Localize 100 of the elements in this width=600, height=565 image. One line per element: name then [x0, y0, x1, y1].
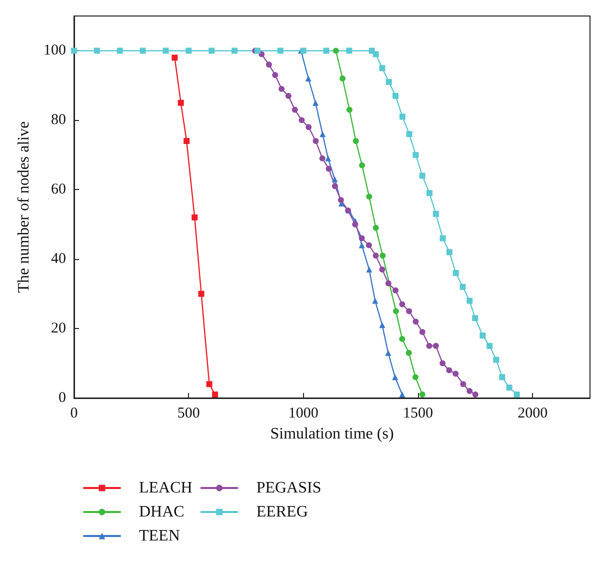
- point: [358, 235, 365, 242]
- point: [460, 284, 466, 290]
- point: [514, 392, 520, 398]
- point: [352, 221, 358, 228]
- y-tick-label: 80: [51, 112, 66, 128]
- point: [319, 155, 326, 162]
- point: [198, 290, 204, 297]
- point: [352, 138, 359, 144]
- point: [140, 48, 146, 54]
- x-tick-label: 1000: [288, 406, 318, 422]
- point: [460, 381, 466, 388]
- point: [272, 72, 278, 78]
- point: [392, 308, 399, 314]
- point: [340, 76, 346, 82]
- point: [440, 360, 446, 366]
- point: [305, 76, 312, 82]
- point: [358, 242, 365, 248]
- point: [372, 224, 379, 231]
- point: [480, 332, 486, 338]
- point: [346, 106, 352, 113]
- y-tick-label: 100: [44, 42, 66, 59]
- point: [385, 280, 392, 286]
- point: [71, 48, 77, 54]
- point: [406, 350, 412, 356]
- point: [162, 48, 169, 54]
- point: [399, 301, 406, 308]
- y-axis-title: The number of nodes alive: [16, 121, 32, 293]
- point: [392, 92, 399, 99]
- point: [312, 100, 318, 106]
- point: [506, 384, 512, 391]
- point: [266, 62, 272, 68]
- point: [278, 86, 285, 92]
- point: [116, 48, 123, 54]
- point: [426, 190, 432, 196]
- point: [380, 252, 386, 259]
- point: [452, 370, 459, 377]
- y-tick-label: 40: [51, 251, 66, 268]
- point: [419, 329, 426, 336]
- point: [493, 356, 500, 363]
- legend-label: LEACH: [139, 480, 193, 496]
- point: [366, 266, 372, 273]
- point: [338, 197, 344, 204]
- point: [406, 308, 412, 314]
- point: [372, 252, 379, 259]
- legend-label: DHAC: [139, 504, 184, 520]
- point: [466, 298, 473, 304]
- legend-label: EEREG: [256, 504, 308, 520]
- point: [466, 388, 473, 394]
- point: [366, 242, 372, 248]
- point: [206, 381, 212, 388]
- point: [94, 48, 100, 54]
- point: [172, 54, 178, 61]
- point: [472, 315, 478, 322]
- point: [392, 287, 399, 294]
- point: [379, 322, 386, 328]
- point: [346, 48, 352, 54]
- point: [412, 318, 419, 325]
- point: [326, 166, 332, 172]
- x-tick-label: 2000: [518, 406, 548, 422]
- point: [432, 342, 439, 349]
- x-tick-label: 1500: [403, 406, 433, 422]
- point: [392, 374, 398, 380]
- point: [412, 152, 419, 158]
- point: [399, 336, 406, 342]
- point: [386, 78, 392, 85]
- point: [212, 392, 218, 398]
- y-tick-label: 20: [51, 320, 66, 337]
- y-tick-label: 60: [51, 182, 66, 198]
- point: [184, 138, 190, 144]
- point: [192, 214, 198, 220]
- point: [298, 117, 305, 124]
- x-tick-label: 500: [177, 406, 200, 422]
- point: [325, 155, 332, 162]
- point: [426, 342, 432, 349]
- point: [446, 367, 452, 374]
- point: [323, 48, 330, 54]
- y-tick-label: 0: [58, 390, 66, 406]
- point: [399, 392, 406, 398]
- x-tick-label: 0: [70, 406, 78, 422]
- point: [332, 176, 338, 182]
- point: [312, 138, 319, 144]
- point: [419, 172, 426, 179]
- point: [372, 298, 378, 304]
- legend-label: PEGASIS: [256, 480, 322, 496]
- point: [399, 114, 406, 120]
- point: [306, 124, 312, 130]
- point: [379, 266, 386, 273]
- point: [332, 48, 339, 54]
- point: [232, 48, 238, 54]
- point: [292, 106, 298, 113]
- point: [372, 51, 379, 58]
- point: [359, 162, 366, 168]
- x-axis-title: Simulation time (s): [270, 426, 394, 442]
- point: [412, 374, 418, 380]
- point: [419, 392, 426, 398]
- point: [277, 48, 284, 54]
- point: [446, 249, 452, 256]
- point: [366, 194, 372, 200]
- point: [440, 235, 446, 242]
- legend-label: TEEN: [139, 528, 180, 544]
